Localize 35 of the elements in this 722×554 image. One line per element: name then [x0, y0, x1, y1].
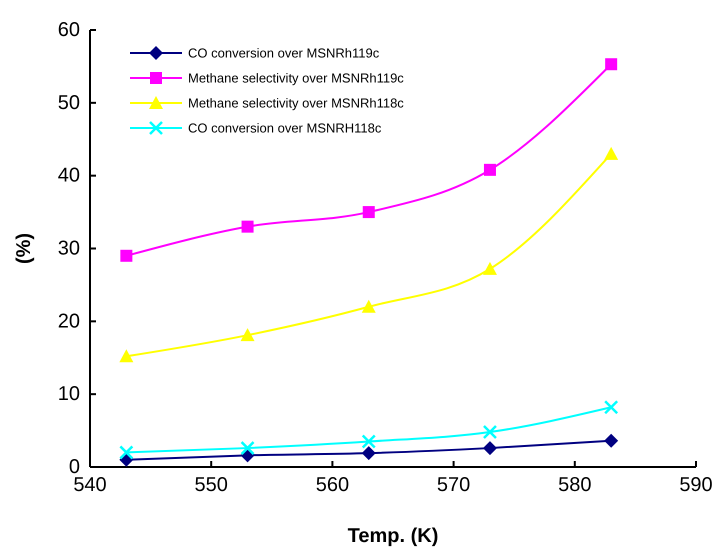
legend-label: CO conversion over MSNRH118c: [188, 120, 382, 136]
x-axis-title: Temp. (K): [348, 525, 438, 547]
point: [242, 220, 254, 233]
point: [482, 424, 498, 440]
x-tick-label: 550: [194, 474, 228, 496]
point: [605, 58, 618, 70]
x-tick-label: 580: [558, 474, 592, 496]
point: [604, 400, 618, 415]
point: [119, 349, 134, 362]
point: [362, 206, 375, 218]
point: [482, 441, 497, 456]
point: [484, 164, 496, 176]
y-tick-label: 60: [58, 19, 80, 41]
y-tick-label: 10: [58, 383, 80, 406]
point: [120, 250, 132, 262]
point: [119, 445, 134, 460]
y-axis-title: (%): [13, 232, 35, 264]
legend-label: Methane selectivity over MSNRh118c: [188, 96, 404, 110]
point: [604, 146, 618, 160]
legend-label: CO conversion over MSNRh119c: [188, 46, 380, 60]
y-tick-label: 40: [58, 164, 80, 187]
point: [240, 440, 255, 456]
y-tick-label: 30: [58, 238, 80, 260]
point: [482, 262, 497, 275]
x-tick-label: 570: [436, 474, 470, 496]
y-tick-label: 50: [58, 92, 80, 114]
y-tick-label: 20: [58, 310, 80, 332]
point: [362, 434, 376, 449]
x-tick-label: 560: [316, 474, 350, 496]
point: [240, 328, 255, 342]
point: [362, 300, 376, 313]
point: [604, 434, 618, 448]
point: [362, 446, 376, 460]
legend-label: Methane selectivity over MSNRh119c: [188, 70, 404, 86]
x-tick-label: 590: [679, 474, 713, 496]
